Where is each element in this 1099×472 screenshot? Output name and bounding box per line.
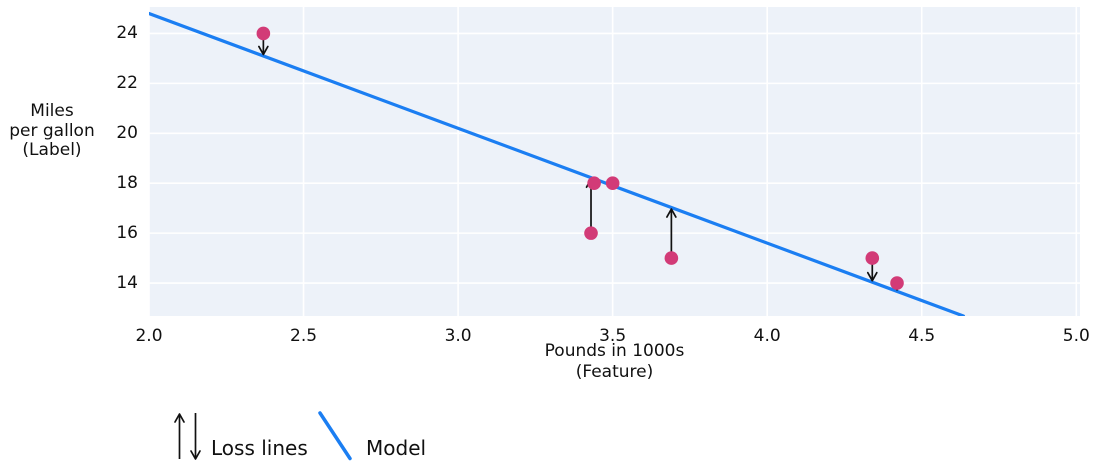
data-point: [664, 251, 679, 265]
loss-lines-icon: [174, 413, 201, 460]
y-tick-label: 24: [116, 23, 138, 44]
model-line: [149, 11, 966, 316]
x-tick-label: 4.5: [908, 326, 936, 346]
y-tick-label: 22: [116, 73, 138, 94]
x-tick-label: 3.5: [599, 326, 627, 346]
data-point: [584, 226, 598, 240]
legend-model-label: Model: [366, 436, 427, 460]
data-point: [587, 176, 601, 191]
data-point: [865, 251, 880, 265]
x-axis-title: Pounds in 1000s (Feature): [149, 341, 1080, 383]
y-tick-label: 20: [116, 123, 138, 144]
plot-area: [149, 7, 1080, 316]
x-tick-label: 2.5: [290, 326, 318, 346]
loss-arrow: [666, 208, 677, 259]
data-point: [256, 26, 271, 41]
y-axis-title-line: (Label): [22, 140, 82, 160]
y-axis-title-line: per gallon: [9, 120, 95, 141]
model-line-icon: [318, 411, 352, 461]
chart-svg: [149, 7, 1080, 316]
data-point: [890, 276, 904, 290]
y-tick-label: 14: [116, 273, 138, 294]
x-tick-label: 5.0: [1062, 326, 1090, 346]
legend-loss-label: Loss lines: [211, 436, 308, 460]
x-tick-label: 2.0: [135, 326, 163, 346]
y-axis-title: Miles per gallon (Label): [4, 101, 100, 161]
x-axis-title-line: (Feature): [575, 362, 654, 382]
y-axis-title-line: Miles: [30, 101, 74, 121]
x-tick-label: 4.0: [753, 326, 781, 346]
y-tick-label: 16: [116, 223, 138, 244]
x-axis-title-line: Pounds in 1000s: [544, 341, 685, 361]
y-tick-label: 18: [116, 173, 138, 194]
x-tick-label: 3.0: [444, 326, 472, 346]
data-point: [605, 176, 620, 191]
